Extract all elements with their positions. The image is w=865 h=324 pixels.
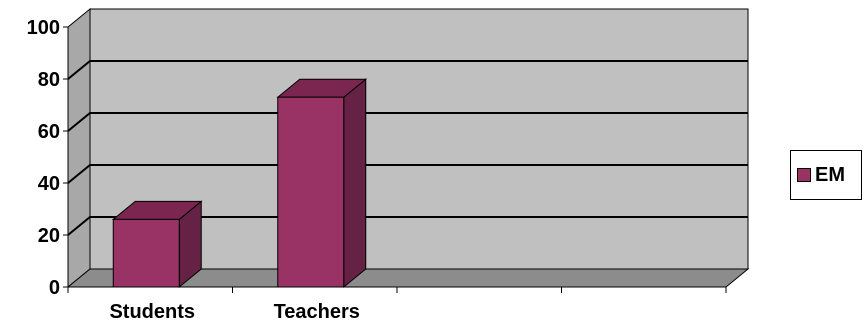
gridline xyxy=(67,60,748,80)
x-axis-category-labels: Students Teachers xyxy=(109,301,359,323)
gridline xyxy=(67,216,748,236)
gridline xyxy=(67,112,748,132)
legend-label-em: EM xyxy=(815,163,845,186)
y-tick-label: 100 xyxy=(27,17,60,39)
bars xyxy=(111,78,368,289)
bar-teachers xyxy=(277,96,345,288)
y-tick-label: 60 xyxy=(38,121,60,143)
y-tick-label: 0 xyxy=(49,277,60,299)
bar-students xyxy=(112,218,180,288)
y-tick-label: 20 xyxy=(38,225,60,247)
legend: EM xyxy=(790,150,862,200)
side-wall xyxy=(67,7,91,289)
gridline xyxy=(67,164,748,184)
bar-side xyxy=(343,78,367,289)
y-tick-label: 80 xyxy=(38,69,60,91)
x-category-label: Teachers xyxy=(274,301,360,323)
gridlines xyxy=(67,60,748,236)
y-axis-tick-labels: 0 20 40 60 80 100 xyxy=(27,17,60,299)
x-category-label: Students xyxy=(109,301,195,323)
legend-swatch xyxy=(797,168,811,182)
y-tick-label: 40 xyxy=(38,173,60,195)
